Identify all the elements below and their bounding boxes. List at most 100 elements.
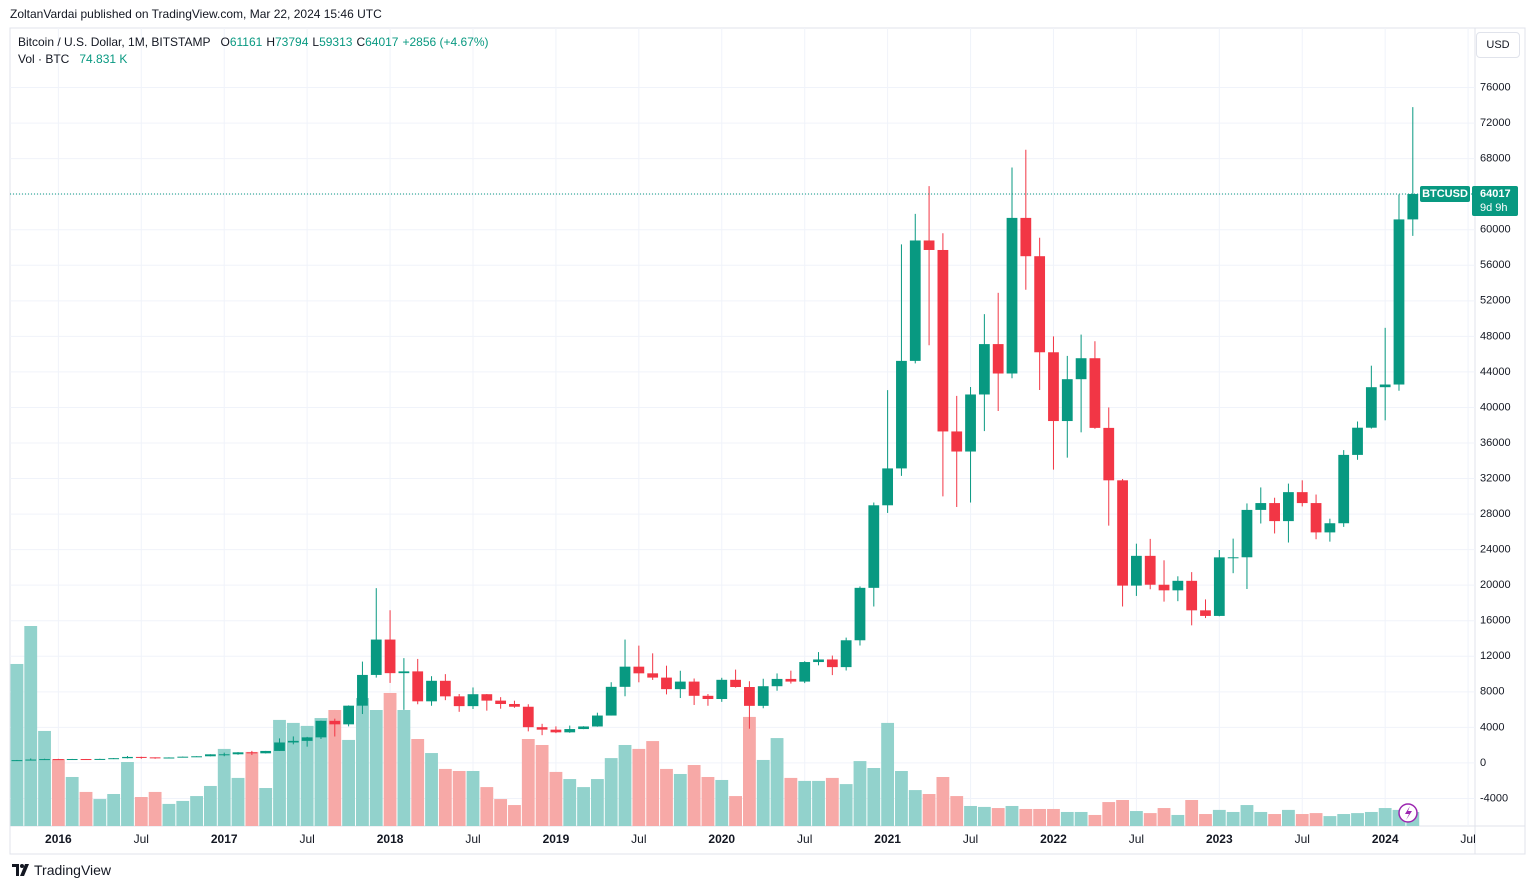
volume-bar: [1171, 814, 1185, 826]
symbol-title: Bitcoin / U.S. Dollar, 1M, BITSTAMP: [18, 35, 211, 49]
volume-bar: [1378, 808, 1392, 826]
candle-body: [149, 757, 161, 759]
candle-body: [80, 759, 92, 761]
volume-bar: [1019, 808, 1033, 826]
volume-bar: [1199, 814, 1212, 826]
volume-legend: Vol · BTC 74.831 K: [18, 52, 127, 66]
candle-body: [688, 681, 700, 696]
x-tick-label: 2024: [1372, 832, 1399, 846]
volume-bar: [1309, 813, 1323, 826]
candle-body: [1324, 523, 1336, 533]
candle-body: [453, 696, 465, 707]
candle-body: [1186, 580, 1198, 611]
volume-bar: [245, 751, 259, 826]
volume-bar: [770, 738, 784, 826]
candle-body: [633, 666, 645, 674]
candle-body: [992, 344, 1004, 374]
volume-bar: [950, 796, 964, 826]
candle-body: [619, 666, 631, 687]
candle-body: [1117, 480, 1128, 586]
candle-body: [274, 742, 285, 751]
y-tick-label: 8000: [1480, 686, 1504, 698]
volume-bar: [480, 787, 494, 826]
volume-bar: [812, 780, 825, 826]
candle-body: [246, 752, 258, 754]
candle-body: [329, 720, 341, 725]
grid: [10, 28, 1475, 826]
candle-body: [1131, 555, 1142, 586]
candle-body: [481, 694, 493, 701]
candle-body: [1283, 492, 1294, 522]
candle-body: [1407, 194, 1419, 220]
candle-body: [1103, 427, 1115, 481]
volume-bar: [839, 784, 853, 826]
volume-bar: [121, 762, 134, 826]
candle-body: [357, 674, 368, 706]
candle-body: [398, 671, 410, 674]
candle-body: [647, 673, 659, 678]
candle-body: [702, 695, 714, 700]
symbol-tag-text: BTCUSD: [1422, 188, 1468, 200]
volume-bar: [24, 626, 38, 826]
volume-bar: [632, 748, 646, 826]
volume-bar: [397, 710, 411, 826]
candles: [11, 107, 1419, 762]
volume-bar: [977, 806, 991, 826]
price-tag-text: 64017: [1480, 188, 1511, 200]
candle-body: [909, 240, 921, 361]
x-tick-label: Jul: [797, 832, 812, 846]
ohlc-label: H: [266, 35, 275, 49]
candle-body: [744, 687, 755, 706]
volume-bar: [798, 780, 812, 826]
volume-bar: [1254, 811, 1268, 826]
volume-bar: [286, 722, 300, 826]
candle-body: [135, 756, 147, 758]
volume-bar: [756, 759, 770, 826]
volume-bar: [964, 805, 977, 826]
volume-bar: [1102, 802, 1116, 826]
ohlc-value: 61161: [229, 35, 263, 49]
candle-body: [412, 671, 424, 702]
candle-body: [896, 360, 907, 469]
y-tick-label: 40000: [1480, 401, 1511, 413]
volume-bar: [79, 791, 93, 826]
candle-body: [522, 706, 534, 728]
y-tick-label: 4000: [1480, 721, 1504, 733]
candle-body: [218, 754, 230, 756]
x-tick-label: 2020: [708, 832, 735, 846]
volume-bar: [604, 758, 618, 826]
candle-body: [315, 720, 327, 738]
y-tick-label: 56000: [1480, 259, 1511, 271]
candle-body: [25, 759, 37, 761]
x-tick-label: Jul: [299, 832, 314, 846]
x-tick-label: 2017: [211, 832, 238, 846]
candle-body: [232, 752, 244, 755]
candle-body: [1020, 217, 1032, 257]
volume-bar: [922, 794, 936, 826]
volume-bar: [1074, 811, 1088, 826]
currency-button[interactable]: USD: [1476, 32, 1520, 58]
candle-body: [1255, 503, 1267, 510]
y-tick-label: 16000: [1480, 615, 1511, 627]
volume-bar: [231, 777, 245, 826]
x-tick-label: Jul: [1295, 832, 1310, 846]
x-tick-label: Jul: [1460, 832, 1475, 846]
candle-body: [813, 659, 824, 663]
x-tick-label: Jul: [134, 832, 149, 846]
volume-bar: [1157, 808, 1171, 826]
volume-bar: [328, 710, 342, 826]
candle-body: [785, 678, 797, 682]
volume-title: Vol · BTC: [18, 52, 70, 66]
candle-body: [674, 681, 686, 690]
volume-bar: [881, 722, 895, 826]
volume-bar: [701, 776, 715, 826]
candle-body: [550, 729, 562, 733]
candle-body: [730, 679, 741, 688]
publish-info: ZoltanVardai published on TradingView.co…: [10, 7, 382, 21]
candle-body: [370, 639, 382, 675]
volume-pane: [10, 626, 1420, 826]
candle-body: [1213, 557, 1225, 616]
ohlc-value: 59313: [319, 35, 353, 49]
candle-body: [951, 431, 963, 452]
